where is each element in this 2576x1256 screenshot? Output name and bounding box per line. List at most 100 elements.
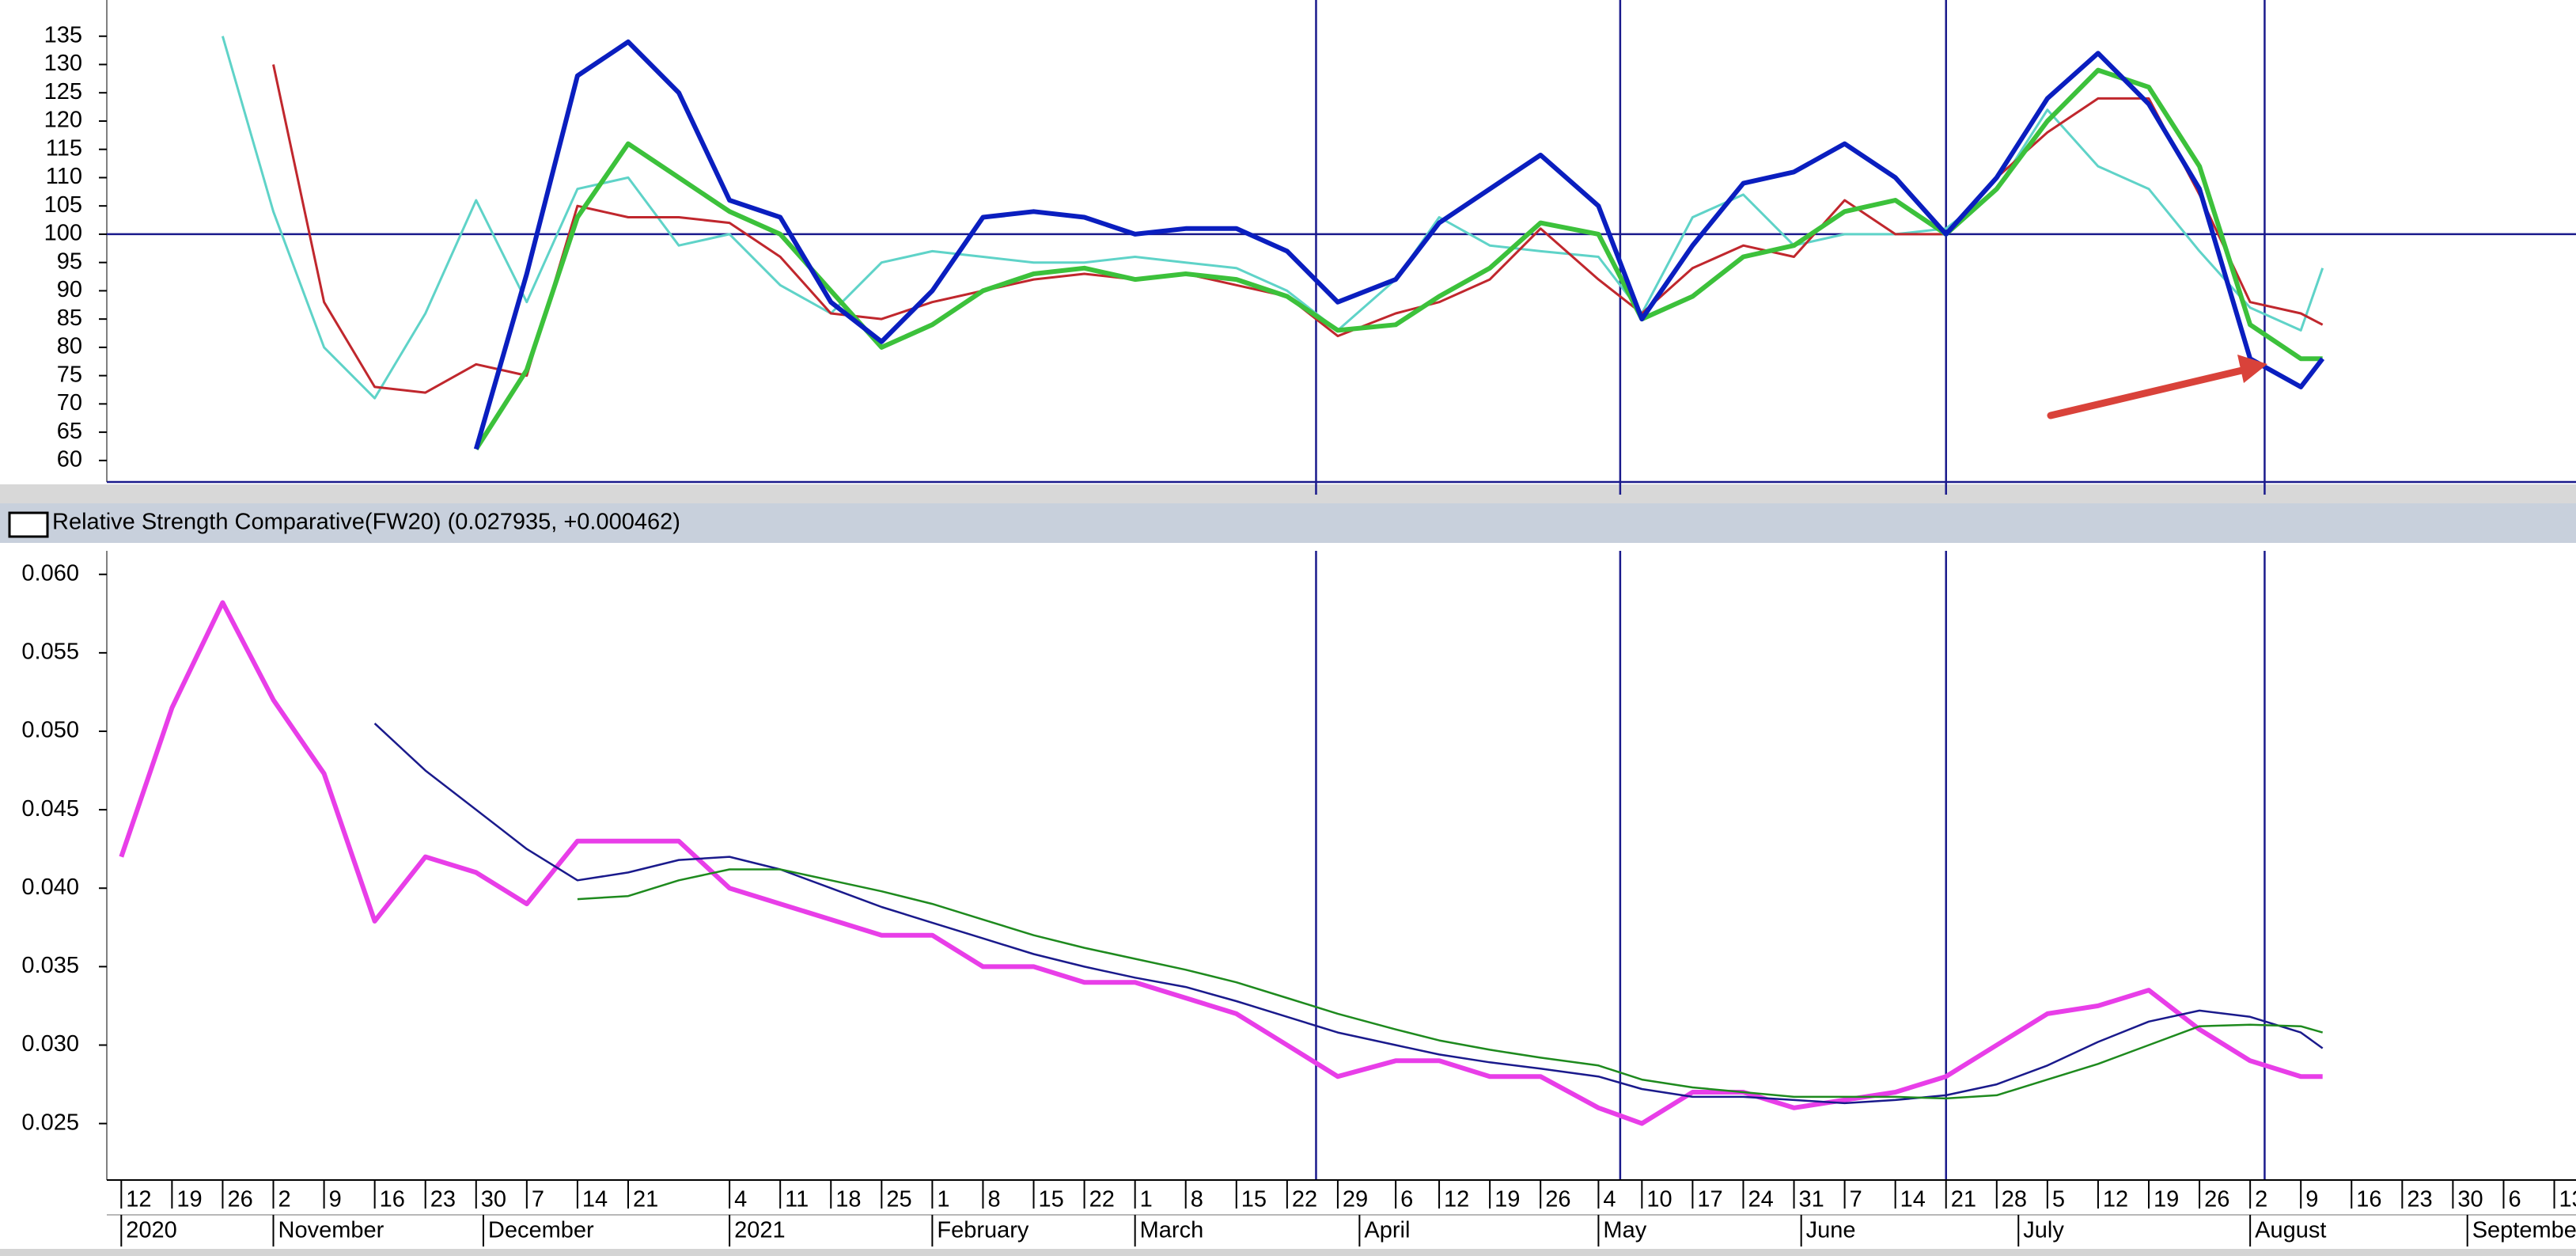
y-tick-label: 90 (57, 277, 82, 302)
month-label: June (1806, 1218, 1856, 1243)
x-tick-label: 14 (582, 1187, 608, 1212)
x-tick-label: 29 (1343, 1187, 1368, 1212)
x-tick-label: 19 (2154, 1187, 2179, 1212)
month-label: July (2023, 1218, 2064, 1243)
series-line (577, 868, 2324, 1100)
indicator-title: Relative Strength Comparative(FW20) (0.0… (52, 510, 680, 535)
y-tick-label: 100 (44, 221, 82, 246)
x-tick-label: 6 (2508, 1187, 2521, 1212)
month-label: November (278, 1218, 385, 1243)
y-tick-label: 60 (57, 446, 82, 472)
month-label: May (1603, 1218, 1646, 1243)
y-tick-label: 0.040 (21, 875, 79, 900)
month-label: September (2472, 1218, 2576, 1243)
x-tick-label: 19 (1494, 1187, 1520, 1212)
x-tick-label: 2 (278, 1187, 291, 1212)
x-tick-label: 18 (835, 1187, 861, 1212)
y-tick-label: 0.060 (21, 560, 79, 586)
y-tick-label: 80 (57, 334, 82, 359)
series-line (119, 600, 2323, 1126)
month-label: August (2255, 1218, 2326, 1243)
y-tick-label: 0.035 (21, 953, 79, 978)
x-tick-label: 30 (481, 1187, 506, 1212)
x-tick-label: 9 (2305, 1187, 2318, 1212)
indicator-bar (0, 503, 2576, 543)
x-tick-label: 2 (2255, 1187, 2267, 1212)
x-tick-label: 17 (1697, 1187, 1722, 1212)
x-tick-label: 22 (1292, 1187, 1317, 1212)
x-tick-label: 1 (937, 1187, 949, 1212)
x-tick-label: 6 (1400, 1187, 1413, 1212)
x-tick-label: 14 (1900, 1187, 1926, 1212)
x-tick-label: 5 (2052, 1187, 2065, 1212)
x-tick-label: 1 (1140, 1187, 1153, 1212)
x-tick-label: 19 (176, 1187, 202, 1212)
y-tick-label: 130 (44, 51, 82, 76)
y-tick-label: 95 (57, 249, 82, 274)
arrow-head (2237, 355, 2267, 383)
y-tick-label: 70 (57, 390, 82, 416)
x-tick-label: 31 (1799, 1187, 1824, 1212)
x-tick-label: 21 (1951, 1187, 1976, 1212)
x-tick-label: 22 (1089, 1187, 1115, 1212)
arrow-shaft (2047, 366, 2249, 419)
x-tick-label: 9 (329, 1187, 342, 1212)
y-tick-label: 125 (44, 79, 82, 104)
x-tick-label: 10 (1646, 1187, 1672, 1212)
x-tick-label: 26 (2204, 1187, 2229, 1212)
x-tick-label: 12 (126, 1187, 151, 1212)
month-label: December (488, 1218, 594, 1243)
series-line (473, 39, 2325, 450)
x-tick-label: 25 (886, 1187, 911, 1212)
y-tick-label: 0.050 (21, 718, 79, 743)
x-tick-label: 13 (2559, 1187, 2576, 1212)
x-tick-label: 16 (2356, 1187, 2381, 1212)
y-tick-label: 75 (57, 362, 82, 387)
y-tick-label: 135 (44, 22, 82, 47)
y-tick-label: 110 (46, 164, 82, 189)
y-tick-label: 0.055 (21, 639, 79, 665)
x-tick-label: 11 (785, 1187, 809, 1212)
panel-separator (0, 484, 2576, 503)
y-tick-label: 120 (44, 108, 82, 133)
x-tick-label: 26 (1545, 1187, 1570, 1212)
y-tick-label: 0.030 (21, 1031, 79, 1057)
x-tick-label: 15 (1241, 1187, 1267, 1212)
series-line (373, 723, 2324, 1105)
series-line (474, 67, 2323, 451)
x-tick-label: 15 (1039, 1187, 1064, 1212)
month-label: 2021 (734, 1218, 786, 1243)
month-label: April (1364, 1218, 1410, 1243)
x-tick-label: 23 (2407, 1187, 2432, 1212)
x-tick-label: 7 (532, 1187, 544, 1212)
x-tick-label: 12 (2103, 1187, 2128, 1212)
y-tick-label: 0.025 (21, 1110, 79, 1135)
x-tick-label: 21 (633, 1187, 658, 1212)
y-tick-label: 115 (46, 135, 82, 161)
x-tick-label: 12 (1444, 1187, 1469, 1212)
x-tick-label: 28 (2002, 1187, 2027, 1212)
y-tick-label: 105 (44, 192, 82, 218)
y-tick-label: 85 (57, 305, 82, 331)
x-tick-label: 16 (380, 1187, 405, 1212)
panel-icon[interactable] (8, 511, 49, 538)
x-tick-label: 24 (1748, 1187, 1773, 1212)
y-tick-label: 65 (57, 419, 82, 444)
x-tick-label: 30 (2457, 1187, 2483, 1212)
month-label: March (1140, 1218, 1204, 1243)
arrow-annotation (2047, 355, 2267, 419)
x-tick-label: 8 (1191, 1187, 1203, 1212)
month-label: February (937, 1218, 1029, 1243)
y-tick-label: 0.045 (21, 796, 79, 822)
x-tick-label: 26 (227, 1187, 252, 1212)
month-label: 2020 (126, 1218, 177, 1243)
x-tick-label: 4 (734, 1187, 747, 1212)
bottom-strip (0, 1249, 2576, 1256)
x-tick-label: 23 (430, 1187, 456, 1212)
x-tick-label: 4 (1603, 1187, 1616, 1212)
x-tick-label: 8 (987, 1187, 1000, 1212)
x-tick-label: 7 (1850, 1187, 1862, 1212)
